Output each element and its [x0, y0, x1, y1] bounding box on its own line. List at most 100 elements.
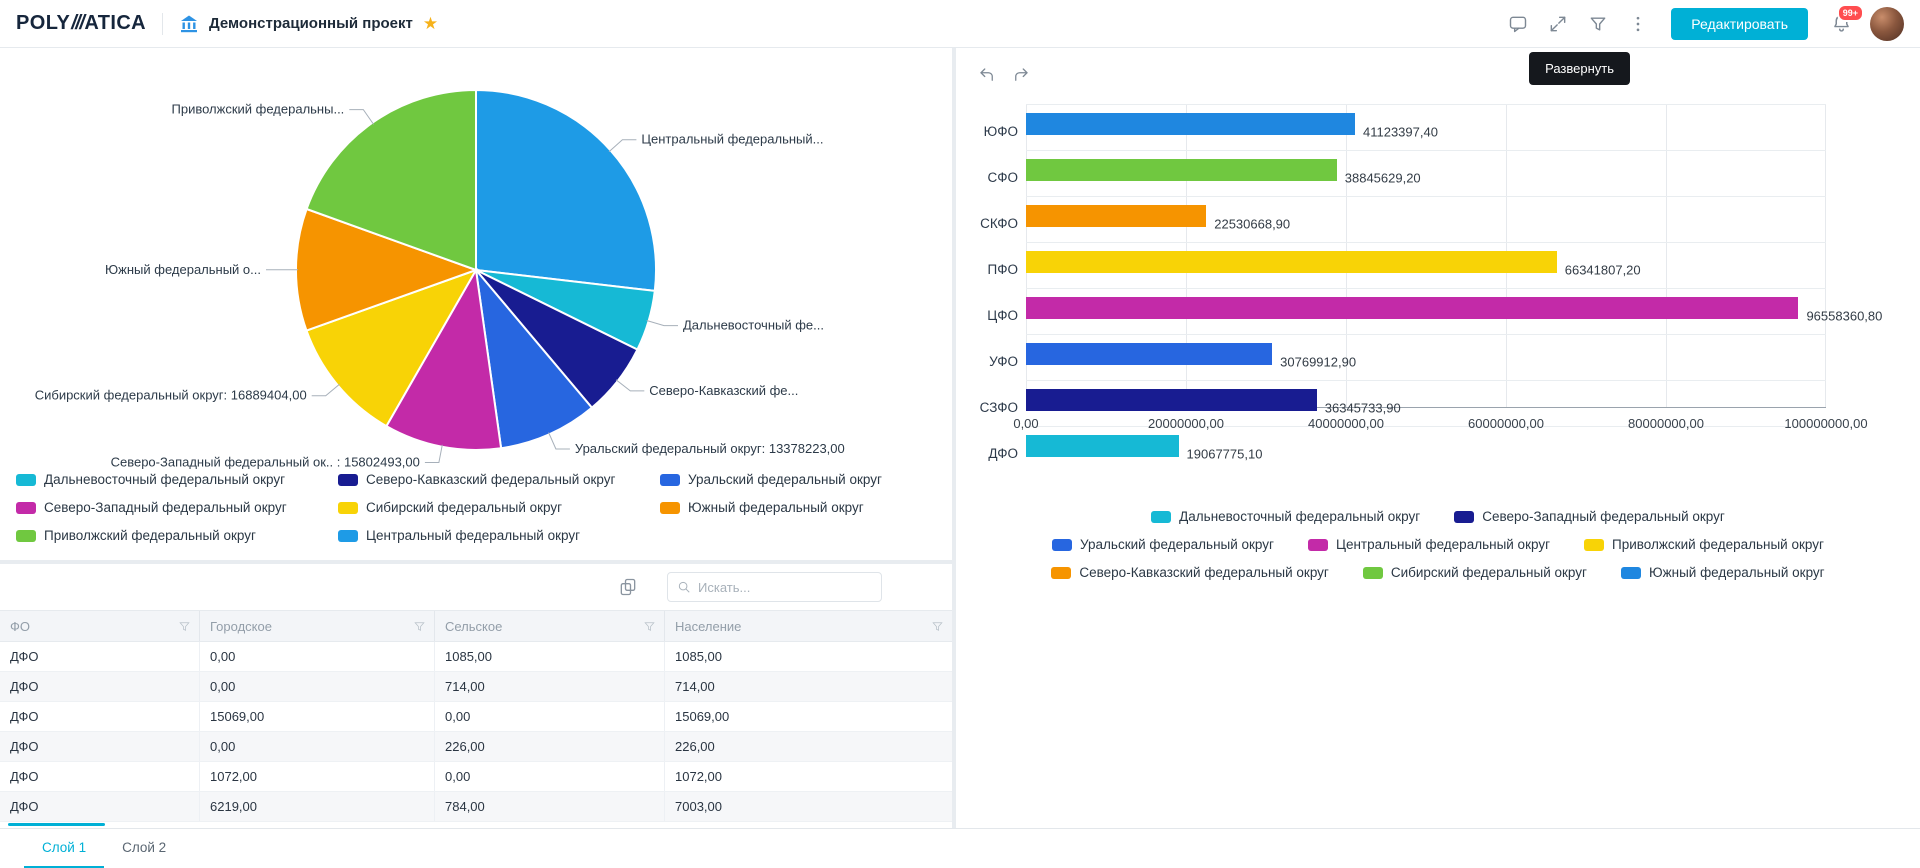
bar-ДФО[interactable] — [1026, 435, 1179, 457]
legend-item[interactable]: Приволжский федеральный округ — [16, 528, 338, 543]
legend-item[interactable]: Дальневосточный федеральный округ — [1151, 509, 1420, 524]
table-cell[interactable]: 1085,00 — [435, 642, 665, 671]
column-filter-icon[interactable] — [413, 620, 426, 633]
topbar: POLY///ATICA Демонстрационный проект ★ — [0, 0, 1920, 48]
bar-row-СФО: СФО 38845629,20 — [987, 159, 1826, 197]
copy-table-button[interactable] — [613, 572, 643, 602]
pie-slice-label: Центральный федеральный... — [641, 132, 823, 147]
table-row[interactable]: ДФО 0,00 1085,00 1085,00 — [0, 642, 952, 672]
pie-slice-label: Южный федеральный о... — [105, 262, 261, 277]
bar-ЦФО[interactable] — [1026, 297, 1799, 319]
column-header[interactable]: ФО — [0, 611, 200, 641]
pie-chart: Центральный федеральный... Дальневосточны… — [35, 88, 845, 470]
table-row[interactable]: ДФО 1072,00 0,00 1072,00 — [0, 762, 952, 792]
table-cell[interactable]: 7003,00 — [675, 799, 722, 814]
table-cell[interactable]: ДФО — [0, 762, 200, 791]
table-cell[interactable]: ДФО — [0, 732, 200, 761]
bar-row-ЦФО: ЦФО 96558360,80 — [987, 297, 1882, 335]
table-cell[interactable]: ДФО — [0, 642, 200, 671]
layer-tab-1[interactable]: Слой 1 — [24, 829, 105, 868]
column-filter-icon[interactable] — [643, 620, 656, 633]
bar-chart: ЮФО 41123397,40 СФО 38845629,20 СКФО 22530668… — [980, 104, 1882, 462]
table-cell[interactable]: 226,00 — [435, 732, 665, 761]
table-cell[interactable]: ДФО — [0, 792, 200, 821]
table-cell[interactable]: 0,00 — [435, 762, 665, 791]
legend-item[interactable]: Сибирский федеральный округ — [338, 500, 660, 515]
bar-ЮФО[interactable] — [1026, 113, 1355, 135]
legend-item[interactable]: Приволжский федеральный округ — [1584, 537, 1824, 552]
pie-legend: Дальневосточный федеральный округ Северо-… — [16, 472, 944, 556]
table-cell[interactable]: 226,00 — [675, 739, 715, 754]
legend-item[interactable]: Южный федеральный округ — [660, 500, 944, 515]
pie-label-leader — [615, 379, 645, 392]
table-cell[interactable]: 714,00 — [675, 679, 715, 694]
column-filter-icon[interactable] — [178, 620, 191, 633]
column-filter-icon[interactable] — [931, 620, 944, 633]
bar-УФО[interactable] — [1026, 343, 1273, 365]
x-tick-label: 80000000,00 — [1628, 416, 1704, 431]
table-cell[interactable]: 1072,00 — [675, 769, 722, 784]
legend-item[interactable]: Центральный федеральный округ — [1307, 537, 1550, 552]
user-avatar[interactable] — [1870, 6, 1904, 41]
redo-icon — [1015, 68, 1028, 81]
legend-swatch — [16, 501, 36, 514]
more-options-button[interactable] — [1621, 7, 1655, 41]
legend-item[interactable]: Дальневосточный федеральный округ — [16, 472, 338, 487]
table-cell[interactable]: 0,00 — [435, 702, 665, 731]
column-header[interactable]: Городское — [200, 611, 435, 641]
undo-step-button[interactable] — [974, 62, 1000, 88]
legend-item[interactable]: Северо-Кавказский федеральный округ — [338, 472, 660, 487]
table-scrollbar-thumb[interactable] — [8, 823, 105, 826]
table-row[interactable]: ДФО 6219,00 784,00 7003,00 — [0, 792, 952, 822]
table-cell[interactable]: ДФО — [0, 702, 200, 731]
layer-tabs-bar: Слой 1 Слой 2 — [0, 828, 1920, 868]
legend-item[interactable]: Северо-Западный федеральный округ — [16, 500, 338, 515]
layer-tab-2[interactable]: Слой 2 — [104, 829, 184, 868]
bar-ПФО[interactable] — [1026, 251, 1557, 273]
table-cell[interactable]: 0,00 — [200, 672, 435, 701]
comments-button[interactable] — [1501, 7, 1535, 41]
table-cell[interactable]: 15069,00 — [675, 709, 730, 724]
legend-swatch — [1151, 510, 1172, 523]
legend-item[interactable]: Южный федеральный округ — [1620, 565, 1825, 580]
table-row[interactable]: ДФО 0,00 226,00 226,00 — [0, 732, 952, 762]
table-cell[interactable]: 1072,00 — [200, 762, 435, 791]
search-input[interactable] — [698, 579, 872, 595]
table-cell[interactable]: 0,00 — [200, 642, 435, 671]
table-cell[interactable]: 1085,00 — [675, 649, 722, 664]
redo-step-button[interactable] — [1008, 62, 1034, 88]
column-header[interactable]: Население — [665, 611, 952, 641]
table-cell[interactable]: 6219,00 — [200, 792, 435, 821]
pie-label-leader — [548, 432, 570, 450]
table-cell[interactable]: 0,00 — [200, 732, 435, 761]
column-header[interactable]: Сельское — [435, 611, 665, 641]
bar-СЗФО[interactable] — [1026, 389, 1317, 411]
bar-category-label: СФО — [987, 170, 1018, 185]
legend-item[interactable]: Сибирский федеральный округ — [1362, 565, 1587, 580]
legend-item[interactable]: Северо-Западный федеральный округ — [1454, 509, 1725, 524]
bar-СКФО[interactable] — [1026, 205, 1207, 227]
legend-item[interactable]: Центральный федеральный округ — [338, 528, 660, 543]
legend-item[interactable]: Уральский федеральный округ — [1052, 537, 1274, 552]
expand-button[interactable] — [1541, 7, 1575, 41]
edit-button[interactable]: Редактировать — [1671, 7, 1808, 40]
pie-label-leader — [424, 444, 443, 463]
bar-category-label: ДФО — [988, 446, 1018, 461]
table-cell[interactable]: 15069,00 — [200, 702, 435, 731]
table-cell[interactable]: 784,00 — [435, 792, 665, 821]
filter-button[interactable] — [1581, 7, 1615, 41]
favorite-star-icon[interactable]: ★ — [422, 14, 439, 33]
table-row[interactable]: ДФО 15069,00 0,00 15069,00 — [0, 702, 952, 732]
legend-item[interactable]: Уральский федеральный округ — [660, 472, 944, 487]
column-label: Население — [675, 618, 742, 634]
table-cell[interactable]: ДФО — [0, 672, 200, 701]
legend-swatch — [1362, 566, 1383, 579]
divider — [162, 12, 164, 35]
pie-slice-0[interactable] — [475, 88, 658, 293]
table-row[interactable]: ДФО 0,00 714,00 714,00 — [0, 672, 952, 702]
table-cell[interactable]: 714,00 — [435, 672, 665, 701]
bar-СФО[interactable] — [1026, 159, 1337, 181]
legend-label: Приволжский федеральный округ — [44, 528, 256, 543]
legend-item[interactable]: Северо-Кавказский федеральный округ — [1051, 565, 1329, 580]
logo-text: ATICA — [84, 12, 147, 34]
